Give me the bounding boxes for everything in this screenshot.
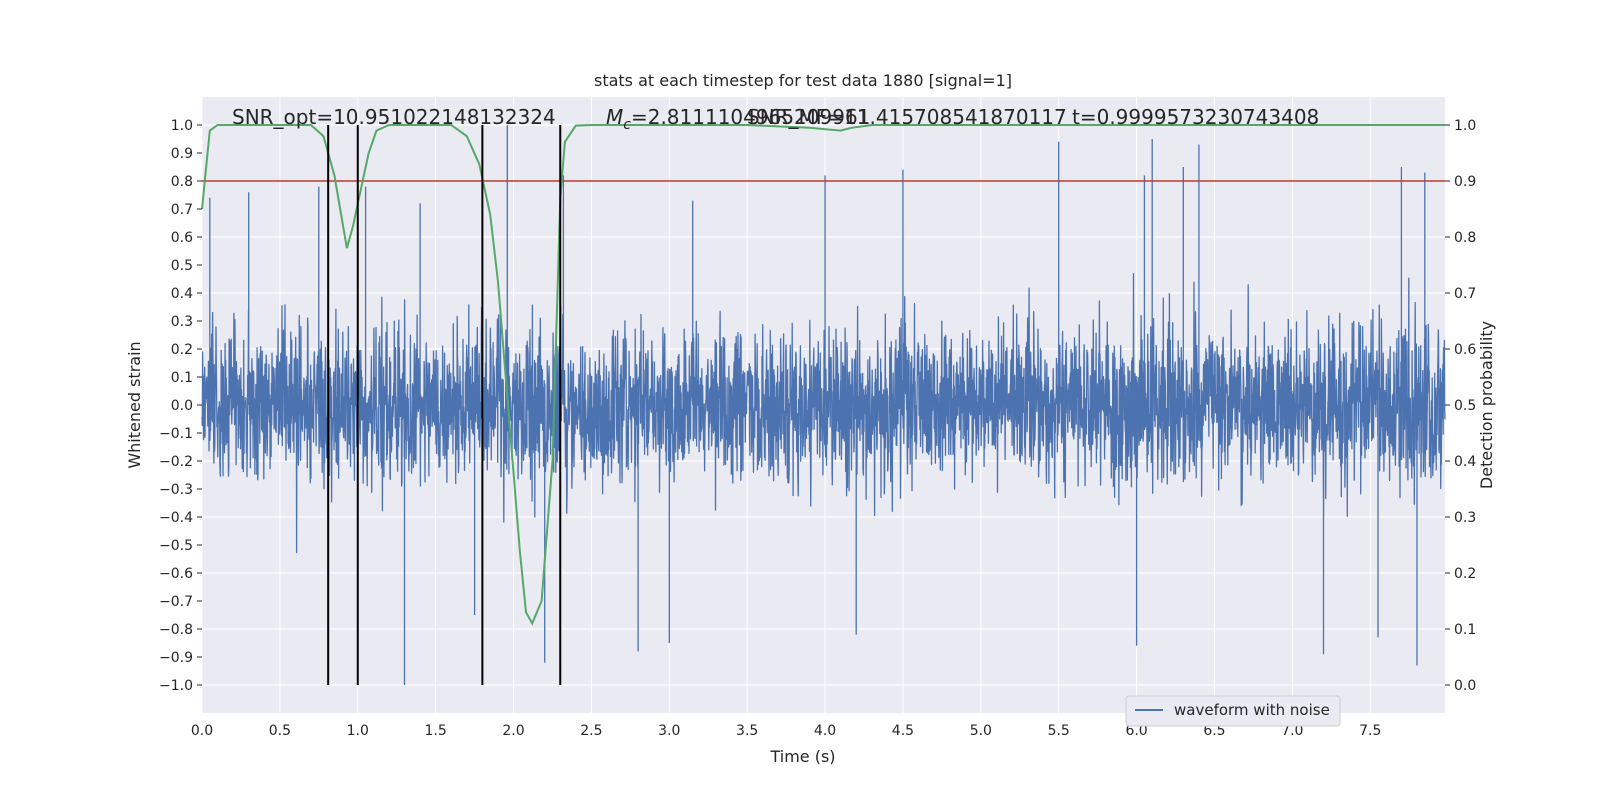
mc-symbol: M — [606, 105, 623, 129]
probability-line — [201, 124, 1445, 626]
x-tick-label: 3.0 — [658, 723, 680, 739]
y2-tick-label: 0.4 — [1454, 454, 1476, 470]
mc-annotation: Mc=2.8111104965209961 — [606, 105, 870, 133]
legend: waveform with noise — [1125, 695, 1341, 727]
y-tick-label: 0.9 — [171, 146, 193, 162]
y-tick-label: −0.8 — [159, 622, 193, 638]
y-axis-label: Whitened strain — [125, 341, 144, 468]
y2-tick-label: 0.8 — [1454, 230, 1476, 246]
y-tick-label: 0.1 — [171, 370, 193, 386]
x-tick-label: 0.0 — [191, 723, 213, 739]
x-tick-label: 5.5 — [1048, 723, 1070, 739]
t-annotation: t=0.9999573230743408 — [1072, 105, 1319, 129]
y-tick-label: −0.5 — [159, 538, 193, 554]
y-tick-label: 1.0 — [171, 118, 193, 134]
y-tick-label: 0.6 — [171, 230, 193, 246]
x-tick-label: 0.5 — [269, 723, 291, 739]
axis-ticks: 0.0 0.5 1.0 1.5 2.0 2.5 3.0 3.5 4.0 4.5 5.0 5.5 6.0 6… — [159, 118, 1476, 739]
legend-box — [1125, 695, 1341, 727]
y-tick-label: 0.0 — [171, 398, 193, 414]
waveform-line — [201, 125, 1446, 685]
y-tick-label: 0.7 — [171, 202, 193, 218]
x-tick-label: 1.5 — [425, 723, 447, 739]
y2-tick-label: 0.1 — [1454, 622, 1476, 638]
y-tick-label: −0.4 — [159, 510, 193, 526]
y-tick-label: −0.9 — [159, 650, 193, 666]
x-axis-label: Time (s) — [769, 747, 835, 766]
x-tick-label: 5.0 — [970, 723, 992, 739]
snr-mf-annotation: SNR_MF=11.415708541870117 — [747, 105, 1067, 129]
y2-axis-label: Detection probability — [1477, 321, 1496, 489]
x-tick-label: 4.5 — [892, 723, 914, 739]
x-tick-label: 6.0 — [1125, 723, 1147, 739]
y-tick-label: 0.5 — [171, 258, 193, 274]
y-tick-label: −0.2 — [159, 454, 193, 470]
x-tick-label: 7.5 — [1359, 723, 1381, 739]
probability-series — [201, 124, 1445, 626]
chart-title: stats at each timestep for test data 188… — [594, 71, 1012, 90]
snr-annotation: SNR_opt=10.951022148132324 — [232, 105, 556, 129]
x-tick-label: 3.5 — [736, 723, 758, 739]
x-tick-label: 2.5 — [580, 723, 602, 739]
y2-tick-label: 0.6 — [1454, 342, 1476, 358]
x-tick-label: 6.5 — [1203, 723, 1225, 739]
y-tick-label: −0.6 — [159, 566, 193, 582]
mc-subscript: c — [623, 117, 631, 133]
x-tick-label: 2.0 — [502, 723, 524, 739]
event-markers — [327, 125, 562, 685]
y2-tick-label: 0.0 — [1454, 678, 1476, 694]
y-tick-label: −1.0 — [159, 678, 193, 694]
y-tick-label: 0.8 — [171, 174, 193, 190]
y2-tick-label: 0.3 — [1454, 510, 1476, 526]
x-tick-label: 7.0 — [1281, 723, 1303, 739]
mc-value: =2.8111104965209961 — [631, 105, 870, 129]
y-tick-label: 0.4 — [171, 286, 193, 302]
x-tick-label: 1.0 — [347, 723, 369, 739]
y2-tick-label: 0.9 — [1454, 174, 1476, 190]
y-tick-label: 0.2 — [171, 342, 193, 358]
y-tick-label: −0.3 — [159, 482, 193, 498]
legend-label: waveform with noise — [1174, 701, 1330, 719]
y2-tick-label: 1.0 — [1454, 118, 1476, 134]
y-tick-label: 0.3 — [171, 314, 193, 330]
x-tick-label: 4.0 — [814, 723, 836, 739]
y2-tick-label: 0.2 — [1454, 566, 1476, 582]
y-tick-label: −0.1 — [159, 426, 193, 442]
y2-tick-label: 0.5 — [1454, 398, 1476, 414]
waveform-series — [201, 125, 1446, 685]
y2-tick-label: 0.7 — [1454, 286, 1476, 302]
y-tick-label: −0.7 — [159, 594, 193, 610]
